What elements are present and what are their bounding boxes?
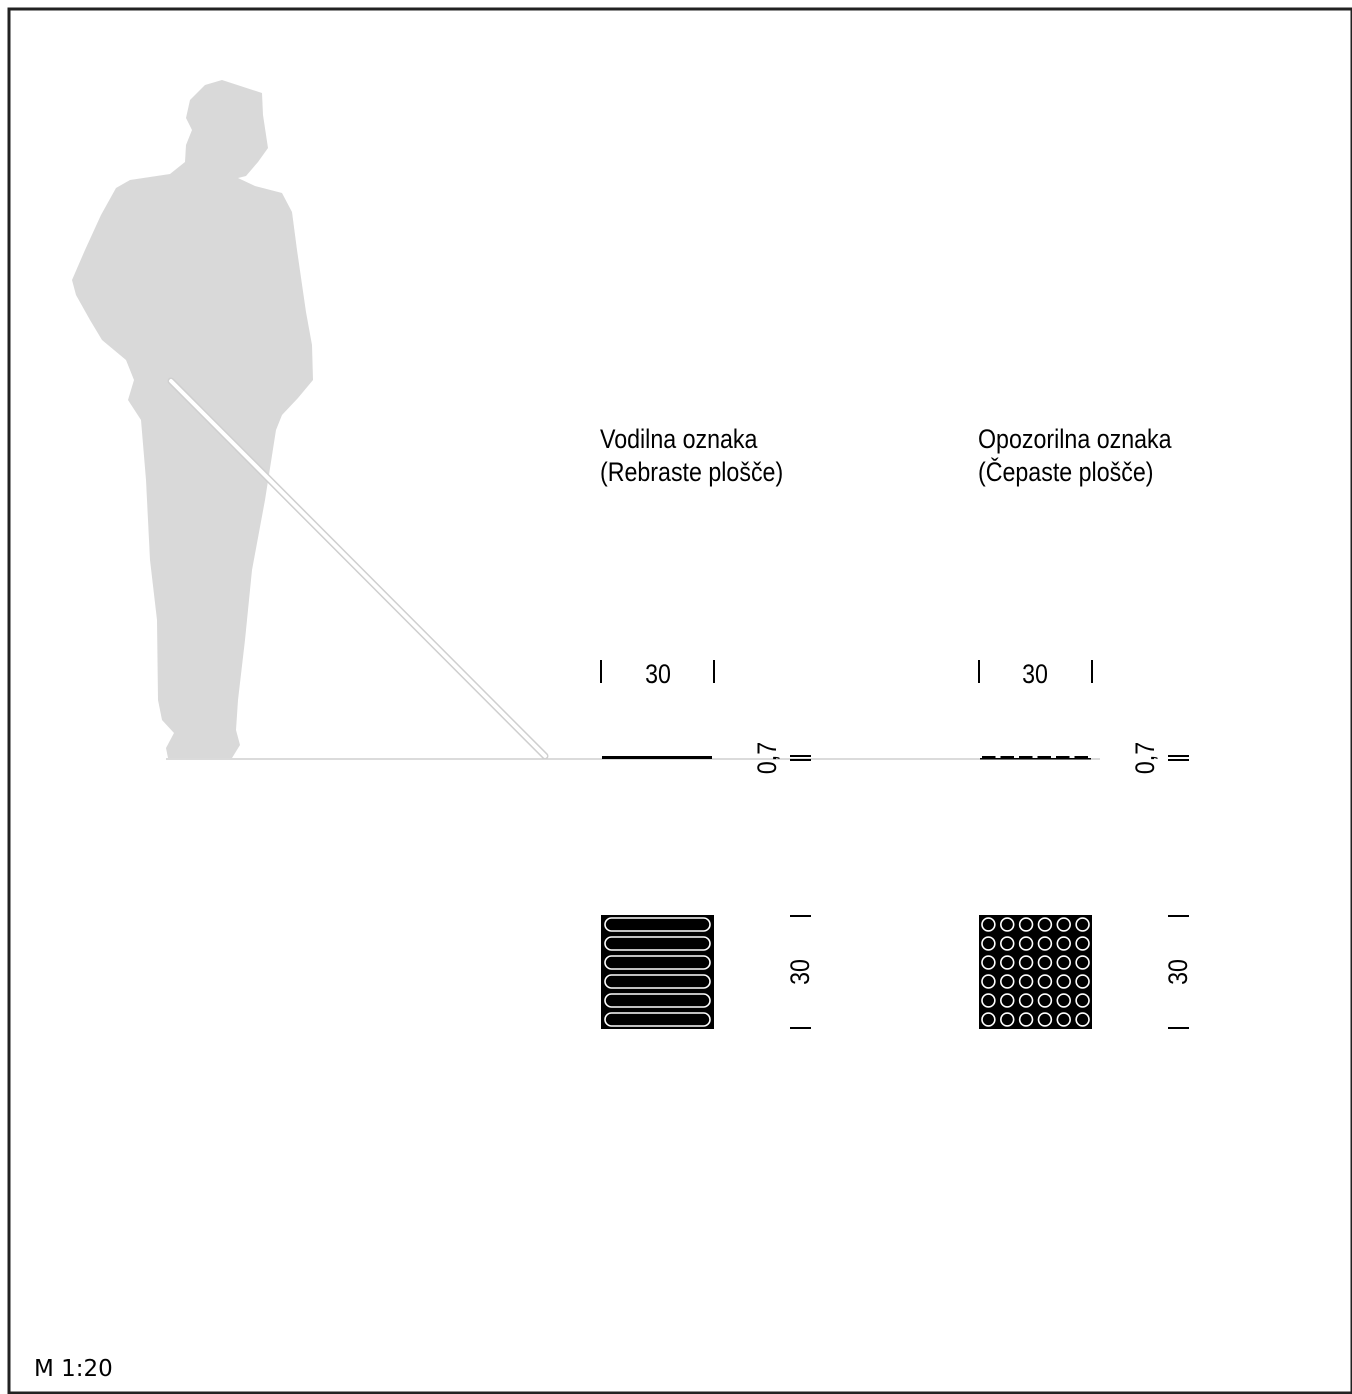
warning-tile [979, 915, 1092, 1029]
warning-stud [1056, 993, 1071, 1008]
warning-side-stud [1019, 756, 1033, 759]
warning-stud [1056, 936, 1071, 951]
warning-stud [1056, 955, 1071, 970]
warning-stud [1000, 917, 1015, 932]
warning-stud [1000, 1012, 1015, 1027]
guide-title-line1: Vodilna oznaka [600, 424, 757, 454]
warning-stud [981, 1012, 996, 1027]
warning-width-label: 30 [1022, 659, 1048, 689]
warning-stud [981, 917, 996, 932]
warning-marking-section: Opozorilna oznaka (Čepaste plošče) 30 0,… [978, 424, 1193, 1029]
warning-stud [1018, 955, 1034, 970]
guide-rib [604, 993, 711, 1008]
warning-side-view [980, 756, 1091, 760]
warning-stud [1037, 993, 1053, 1008]
warning-title-line2: (Čepaste plošče) [978, 456, 1153, 487]
guide-ribs [604, 917, 711, 1027]
warning-stud [1037, 974, 1053, 989]
warning-stud [1037, 1012, 1053, 1027]
guide-height-label: 0,7 [752, 742, 782, 774]
warning-stud [1000, 955, 1015, 970]
warning-stud [1000, 936, 1015, 951]
warning-stud [981, 936, 996, 951]
warning-side-stud [1056, 756, 1070, 759]
drawing-frame [7, 7, 1352, 1394]
warning-studs [981, 917, 1090, 1027]
warning-stud [1075, 974, 1090, 989]
warning-side-stud [1074, 756, 1088, 759]
guide-width-label: 30 [645, 659, 671, 689]
guide-rib [604, 1012, 711, 1027]
person-with-white-cane-silhouette-icon [72, 80, 549, 760]
warning-stud [1018, 917, 1034, 932]
warning-stud [1075, 917, 1090, 932]
warning-stud [1037, 936, 1053, 951]
guide-marking-section: Vodilna oznaka (Rebraste plošče) 30 0,7 … [600, 424, 815, 1029]
warning-stud [1037, 955, 1053, 970]
warning-stud [1075, 1012, 1090, 1027]
warning-side-stud [982, 756, 996, 759]
guide-rib [604, 936, 711, 951]
warning-stud [1075, 955, 1090, 970]
warning-stud [1056, 1012, 1071, 1027]
guide-rib [604, 974, 711, 989]
guide-side-view [602, 756, 712, 759]
warning-side-stud [1000, 756, 1014, 759]
warning-stud [981, 955, 996, 970]
warning-depth-label: 30 [1163, 959, 1193, 985]
warning-height-label: 0,7 [1130, 742, 1160, 774]
warning-stud [1037, 917, 1053, 932]
guide-depth-label: 30 [785, 959, 815, 985]
warning-stud [1018, 974, 1034, 989]
person-silhouette [72, 80, 313, 758]
warning-stud [1018, 1012, 1034, 1027]
warning-stud [1056, 917, 1071, 932]
guide-tile [601, 915, 714, 1029]
warning-title-line1: Opozorilna oznaka [978, 424, 1172, 454]
warning-stud [981, 993, 996, 1008]
warning-stud [1056, 974, 1071, 989]
guide-rib [604, 917, 711, 932]
guide-rib [604, 955, 711, 970]
warning-stud [1075, 993, 1090, 1008]
warning-stud [1075, 936, 1090, 951]
white-cane [169, 379, 547, 758]
warning-stud [1000, 993, 1015, 1008]
warning-stud [1018, 936, 1034, 951]
guide-tile-top-view [601, 915, 714, 1029]
warning-stud [981, 974, 996, 989]
scale-label: M 1:20 [34, 1356, 113, 1382]
warning-side-stud [1037, 756, 1051, 759]
warning-stud [1000, 974, 1015, 989]
warning-stud [1018, 993, 1034, 1008]
guide-title-line2: (Rebraste plošče) [600, 457, 783, 487]
warning-tile-top-view [979, 915, 1092, 1029]
warning-side-base [980, 758, 1091, 760]
